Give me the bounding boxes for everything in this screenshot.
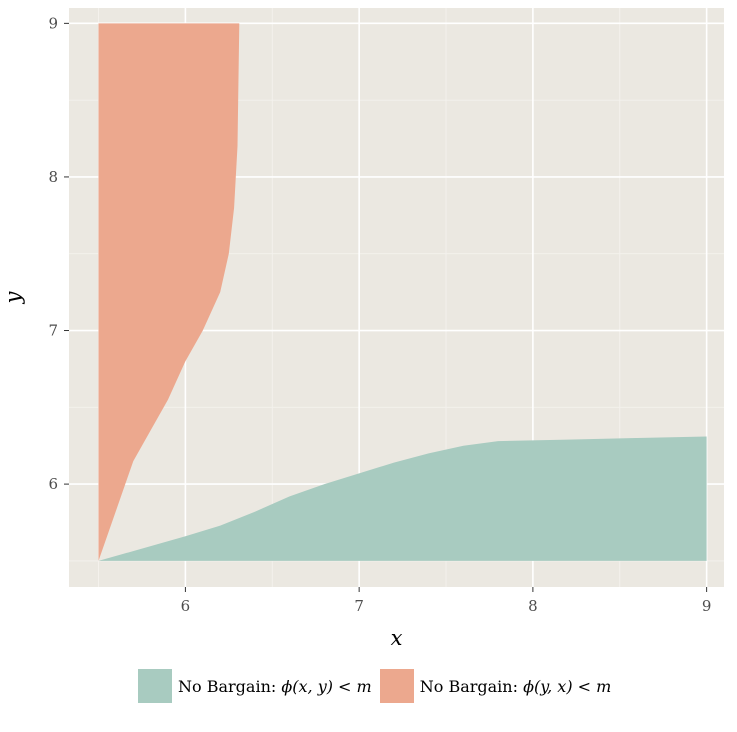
- y-tick-label: 7: [48, 322, 58, 340]
- legend-label-1: No Bargain: ϕ(x, y) < m: [178, 677, 372, 696]
- x-tick-label: 6: [181, 597, 191, 615]
- x-tick-label: 9: [702, 597, 712, 615]
- x-axis-title: x: [391, 626, 403, 650]
- y-axis-ticks: 6 7 8 9: [48, 14, 69, 493]
- legend-label-2: No Bargain: ϕ(y, x) < m: [420, 677, 612, 696]
- area-series-2: [98, 23, 240, 561]
- legend: No Bargain: ϕ(x, y) < m No Bargain: ϕ(y,…: [138, 668, 619, 704]
- y-tick-label: 9: [48, 14, 58, 32]
- legend-swatch-2: [379, 669, 414, 703]
- x-axis-ticks: 6 7 8 9: [181, 587, 712, 615]
- legend-prefix-2: No Bargain:: [419, 676, 524, 696]
- legend-item-1: No Bargain: ϕ(x, y) < m: [138, 669, 372, 703]
- data-areas: [98, 23, 707, 561]
- legend-math-1: ϕ(x, y) < m: [281, 676, 372, 696]
- y-axis-title: y: [1, 290, 25, 304]
- x-tick-label: 8: [528, 597, 538, 615]
- x-tick-label: 7: [354, 597, 364, 615]
- y-tick-label: 6: [48, 475, 58, 493]
- legend-math-2: ϕ(y, x) < m: [523, 676, 612, 696]
- area-series-1: [98, 436, 707, 561]
- legend-prefix-1: No Bargain:: [178, 676, 282, 696]
- legend-item-2: No Bargain: ϕ(y, x) < m: [379, 669, 612, 703]
- legend-swatch-1: [138, 669, 172, 703]
- y-tick-label: 8: [48, 168, 58, 186]
